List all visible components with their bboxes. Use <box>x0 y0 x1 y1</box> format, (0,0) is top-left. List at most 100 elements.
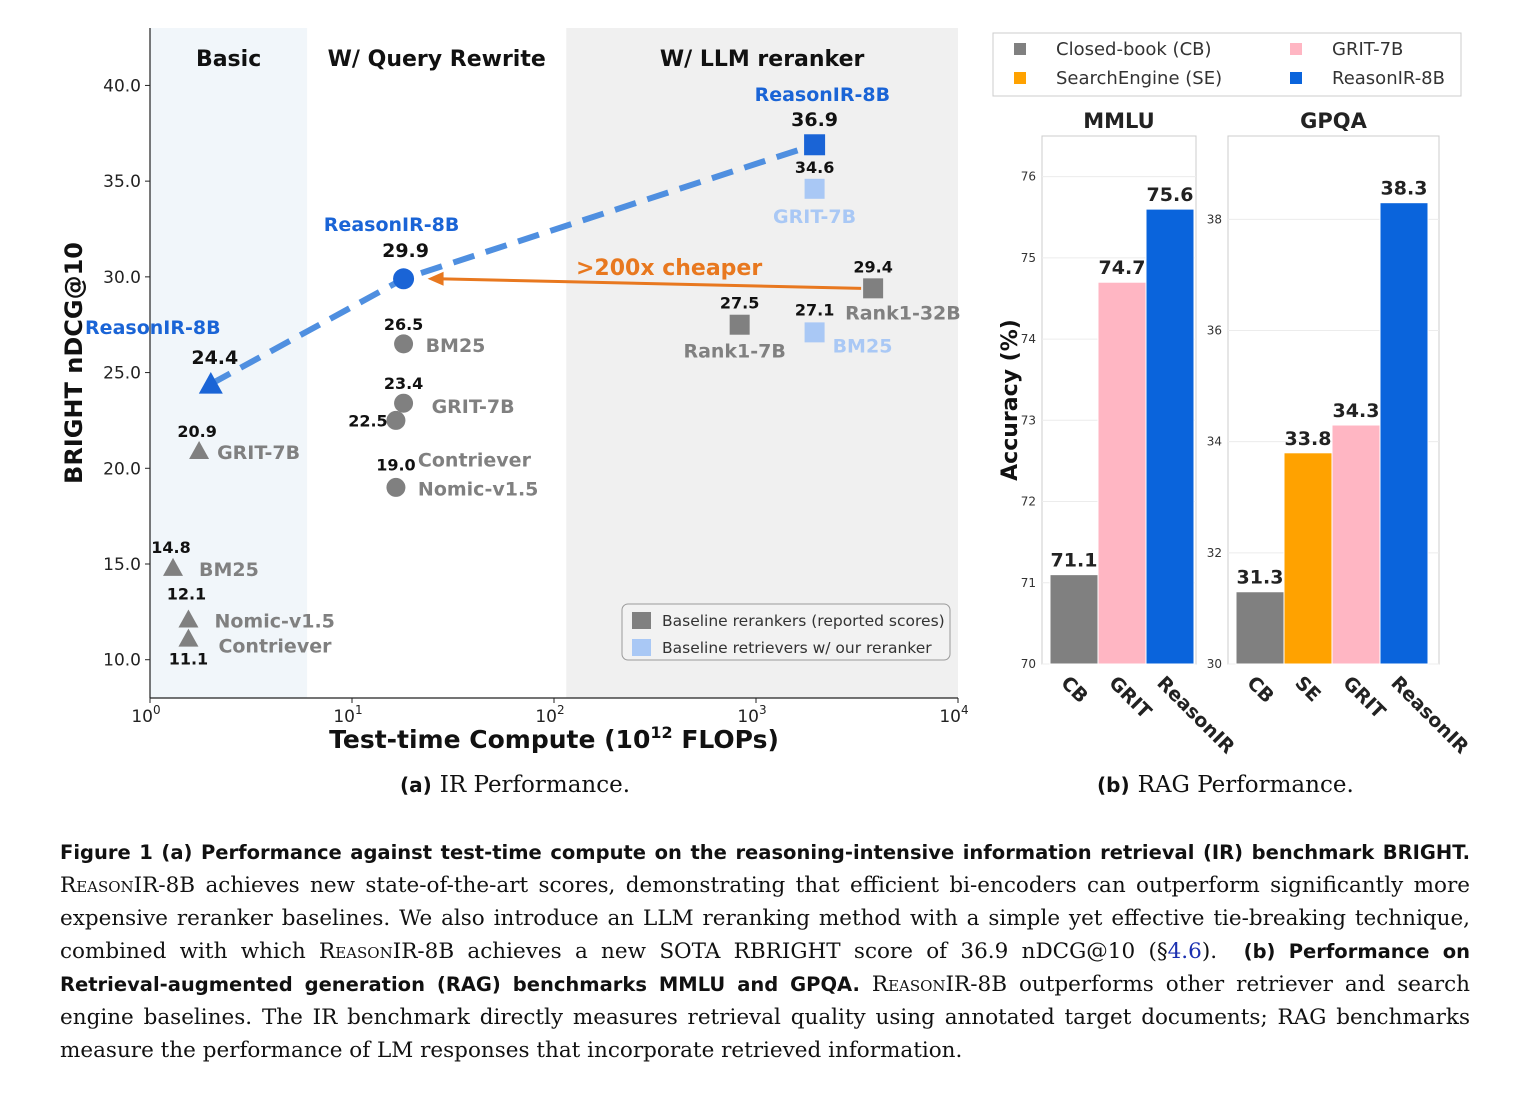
point-marker <box>178 628 199 647</box>
caption-model-name: ReasonIR <box>60 873 159 898</box>
y-tick-label: 20.0 <box>103 459 141 479</box>
y-tick-label: 25.0 <box>103 364 141 384</box>
point-name-label: Rank1-7B <box>683 341 785 363</box>
y-tick-label: 32 <box>1207 546 1222 560</box>
point-name-label: BM25 <box>833 335 893 357</box>
legend-label: Baseline retrievers w/ our reranker <box>662 639 932 657</box>
point-value-label: 19.0 <box>376 455 415 474</box>
bar <box>1331 424 1381 665</box>
region-label: W/ Query Rewrite <box>328 47 546 72</box>
y-tick-label: 30 <box>1207 657 1222 671</box>
point-value-label: 27.5 <box>720 294 759 313</box>
y-tick-label: 35.0 <box>103 172 141 192</box>
bar-value-label: 34.3 <box>1333 400 1380 422</box>
bar <box>1235 591 1285 665</box>
x-tick-label: 102 <box>535 703 564 727</box>
region-label: Basic <box>196 47 261 72</box>
x-tick-label: GRIT <box>1338 672 1389 723</box>
bar-value-label: 74.7 <box>1099 257 1146 279</box>
point-name-label: Nomic-v1.5 <box>418 478 538 500</box>
region-background <box>150 28 308 698</box>
point-marker <box>394 393 414 413</box>
caption-model-name: ReasonIR <box>871 972 971 997</box>
point-name-label: ReasonIR-8B <box>755 84 891 106</box>
region-background <box>307 28 567 698</box>
bar <box>1283 452 1333 665</box>
point-name-label: Rank1-32B <box>845 302 961 324</box>
point-marker <box>189 441 210 460</box>
point-value-label: 26.5 <box>384 315 423 334</box>
bar <box>1097 281 1147 665</box>
point-marker <box>386 410 406 430</box>
point-name-label: GRIT-7B <box>432 396 515 418</box>
caption-part-a-text-2: -8B achieves a new SOTA RBRIGHT score of… <box>417 939 1168 964</box>
cheaper-arrow-head <box>427 271 444 286</box>
caption-part-a-end: ). <box>1201 939 1218 964</box>
point-name-label: GRIT-7B <box>217 442 300 464</box>
bar <box>1049 574 1099 665</box>
legend-swatch <box>632 612 651 629</box>
x-tick-label: 103 <box>737 703 766 727</box>
bar-value-label: 38.3 <box>1381 178 1428 200</box>
point-name-label: Contriever <box>218 636 332 658</box>
point-value-label: 34.6 <box>795 158 834 177</box>
bar-value-label: 71.1 <box>1051 550 1098 572</box>
y-tick-label: 36 <box>1207 324 1222 338</box>
subplot-title: GPQA <box>1300 109 1367 133</box>
x-tick-label: SE <box>1290 672 1324 706</box>
region-background <box>566 28 958 698</box>
bar <box>1379 202 1429 665</box>
point-value-label: 24.4 <box>191 347 238 369</box>
section-ref-link[interactable]: 4.6 <box>1167 939 1202 964</box>
point-value-label: 36.9 <box>791 109 838 131</box>
point-marker <box>804 178 825 199</box>
x-tick-label: CB <box>1056 672 1092 708</box>
ir-performance-chart: Basic W/ Query Rewrite W/ LLM reranker 10.0… <box>60 28 969 754</box>
point-marker <box>804 134 826 156</box>
y-tick-label: 70 <box>1021 657 1036 671</box>
point-value-label: 12.1 <box>167 585 206 604</box>
point-value-label: 20.9 <box>177 422 216 441</box>
point-name-label: GRIT-7B <box>773 206 856 228</box>
legend-swatch <box>1290 72 1302 84</box>
point-marker <box>393 268 415 290</box>
legend-label: ReasonIR-8B <box>1332 68 1445 89</box>
y-axis-title: Accuracy (%) <box>998 319 1023 481</box>
y-tick-label: 34 <box>1207 435 1222 449</box>
caption-part-a-text: -8B achieves new state-of-the-art scores… <box>60 873 1470 964</box>
figure: Basic W/ Query Rewrite W/ LLM reranker 10.0… <box>60 28 1473 758</box>
point-marker <box>863 278 884 299</box>
subcaption-b-text: RAG Performance. <box>1137 772 1354 798</box>
subcaption-b: (b) RAG Performance. <box>1097 772 1354 798</box>
point-name-label: BM25 <box>199 559 259 581</box>
x-tick-label: CB <box>1242 672 1278 708</box>
cheaper-arrow-line <box>437 277 862 290</box>
x-tick-label: 104 <box>939 703 968 727</box>
point-name-label: Nomic-v1.5 <box>214 611 334 633</box>
bar-value-label: 75.6 <box>1147 184 1194 206</box>
point-marker <box>198 372 223 394</box>
y-tick-label: 72 <box>1021 495 1036 509</box>
y-axis-title: BRIGHT nDCG@10 <box>60 242 88 484</box>
point-value-label: 14.8 <box>151 538 190 557</box>
point-name-label: ReasonIR-8B <box>324 214 460 236</box>
point-value-label: 29.9 <box>382 240 429 262</box>
caption-part-b-text: -8B outperforms other retriever and sear… <box>60 972 1470 1063</box>
point-value-label: 23.4 <box>384 374 423 393</box>
point-name-label: BM25 <box>426 335 486 357</box>
point-marker <box>163 557 184 576</box>
point-marker <box>178 609 199 628</box>
y-tick-label: 71 <box>1021 576 1036 590</box>
x-tick-label: 100 <box>131 703 160 727</box>
point-value-label: 27.1 <box>795 300 834 319</box>
subcaption-a: (a) IR Performance. <box>400 772 630 798</box>
y-tick-label: 73 <box>1021 413 1036 427</box>
point-marker <box>394 334 414 354</box>
caption-part-a-title: Figure 1 (a) Performance against test-ti… <box>60 841 1470 864</box>
y-tick-label: 75 <box>1021 251 1036 265</box>
rag-performance-chart: Closed-book (CB) GRIT-7B SearchEngine (SE)… <box>992 32 1473 758</box>
legend-box <box>621 603 951 661</box>
bar-value-label: 31.3 <box>1237 567 1284 589</box>
y-tick-label: 30.0 <box>103 268 141 288</box>
y-tick-label: 38 <box>1207 212 1222 226</box>
